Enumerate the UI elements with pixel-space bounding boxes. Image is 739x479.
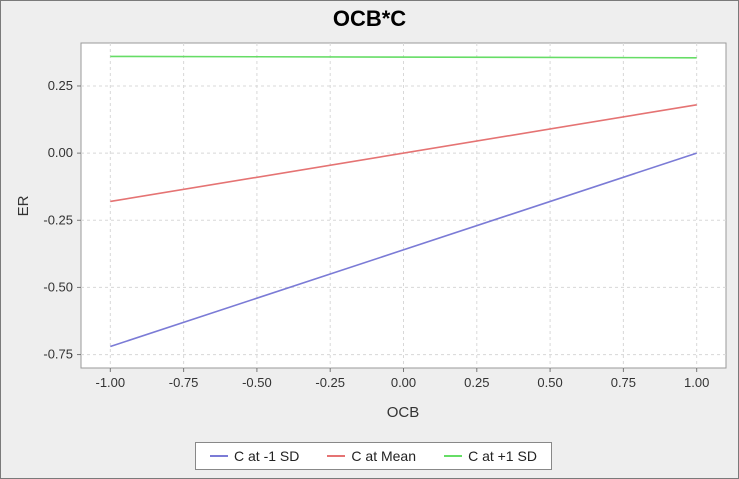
x-tick-label: -1.00: [95, 375, 125, 390]
y-tick-label: 0.25: [48, 78, 73, 93]
x-tick-label: 0.50: [537, 375, 562, 390]
legend-swatch: [210, 455, 229, 457]
legend-label: C at -1 SD: [234, 448, 300, 464]
x-tick-label: 0.75: [611, 375, 636, 390]
x-tick-label: -0.25: [315, 375, 345, 390]
x-tick-label: 0.25: [464, 375, 489, 390]
grid: [81, 43, 726, 368]
x-axis-label: OCB: [387, 404, 420, 421]
legend-swatch: [327, 455, 346, 457]
series-line-1: [110, 103, 697, 203]
legend-item-c-at-plus-1-sd: C at +1 SD: [444, 448, 537, 464]
chart-title: OCB*C: [332, 6, 407, 31]
x-tick-label: -0.75: [169, 375, 199, 390]
y-axis-label: ER: [15, 195, 32, 216]
y-tick-label: -0.50: [43, 279, 73, 294]
y-tick-label: -0.75: [43, 347, 73, 362]
x-tick-label: 1.00: [684, 375, 709, 390]
legend-item-c-at-mean: C at Mean: [327, 448, 416, 464]
legend: C at -1 SD C at Mean C at +1 SD: [195, 442, 552, 470]
series-line-2: [110, 55, 697, 59]
legend-label: C at +1 SD: [468, 448, 537, 464]
legend-label: C at Mean: [351, 448, 417, 464]
series-line-0: [110, 152, 697, 348]
legend-item-c-at-minus-1-sd: C at -1 SD: [210, 448, 299, 464]
x-tick-label: 0.00: [391, 375, 416, 390]
y-tick-label: 0.00: [48, 145, 73, 160]
legend-swatch: [444, 455, 463, 457]
y-tick-label: -0.25: [43, 212, 73, 227]
series-layer: [110, 55, 697, 348]
ticks: -1.00 -0.75 -0.50 -0.25 0.00 0.25 0.50 0.75 1.00…: [43, 78, 709, 390]
x-tick-label: -0.50: [242, 375, 272, 390]
